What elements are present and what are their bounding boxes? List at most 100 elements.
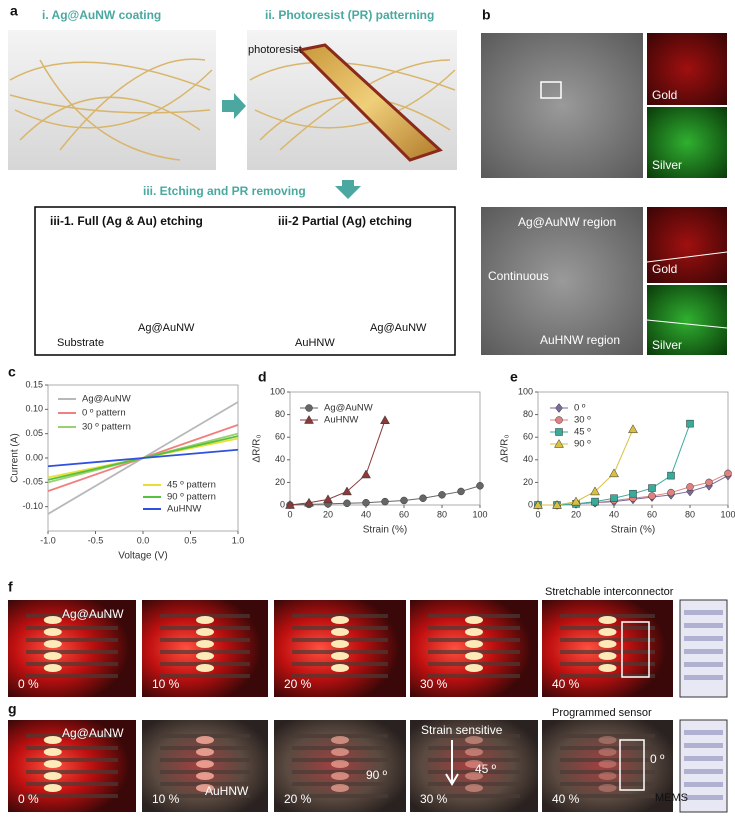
led (598, 736, 617, 744)
y-tick-label: -0.10 (22, 501, 43, 511)
strain-label: 20 % (284, 677, 312, 691)
x-tick-label: 80 (685, 509, 695, 519)
y-tick-label: 0.10 (25, 404, 43, 414)
x-tick-label: 60 (647, 509, 657, 519)
series-line (289, 420, 386, 506)
y-tick-label: 0 (280, 499, 285, 509)
strain-label: 10 % (152, 792, 180, 806)
led-bar (26, 626, 118, 630)
annotation: Ag@AuNW (138, 322, 195, 334)
legend-label: 0 º pattern (82, 408, 126, 419)
charts: -1.0 -0.5 0.0 0.5 1.0 -0.10 -0.05 0.00 0.05 0.10 0… (10, 379, 735, 561)
y-tick-label: 0.00 (25, 452, 43, 462)
led (43, 760, 62, 768)
led (598, 784, 617, 792)
led (598, 772, 617, 780)
x-tick-label: 80 (437, 509, 447, 519)
marker (686, 483, 694, 491)
legend-marker (555, 428, 563, 436)
annotation: Substrate (57, 337, 104, 349)
map-label: Silver (652, 338, 682, 352)
arrow (445, 740, 459, 786)
annotation: AuHNW (295, 337, 335, 349)
x-tick-label: 60 (399, 509, 409, 519)
step-title: ii. Photoresist (PR) patterning (265, 8, 434, 22)
photoresist-strip (296, 43, 443, 162)
marker (591, 497, 599, 506)
led-bar (292, 794, 388, 798)
marker (629, 489, 637, 498)
led-bar (26, 770, 118, 774)
x-tick-label: 40 (609, 509, 619, 519)
led-bar (26, 746, 118, 750)
led (43, 736, 62, 744)
trace (684, 782, 723, 787)
led-bar (26, 794, 118, 798)
photo-row: 0 % 10 % 20 % 30 % 40 % (8, 719, 728, 813)
panel-letter: g (8, 701, 17, 717)
marker (380, 415, 390, 424)
y-tick-label: 0.15 (25, 379, 43, 389)
led (43, 772, 62, 780)
led-bar (26, 638, 118, 642)
marker (362, 498, 370, 507)
led (331, 760, 349, 768)
highlight (619, 739, 645, 791)
led (465, 616, 483, 624)
marker (667, 471, 675, 480)
trace (684, 610, 723, 615)
led (598, 640, 617, 648)
led (465, 772, 483, 780)
y-tick-label: 0 (528, 499, 533, 509)
x-tick-label: -1.0 (40, 535, 56, 545)
x-axis-title: Voltage (V) (118, 551, 167, 562)
y-tick-label: 100 (270, 386, 285, 396)
photo (8, 30, 216, 170)
led-bar (560, 758, 655, 762)
marker (705, 478, 713, 487)
led (196, 760, 214, 768)
map-label: Gold (652, 88, 677, 102)
led (196, 664, 214, 672)
marker (571, 496, 581, 506)
marker (343, 499, 351, 508)
marker (438, 491, 446, 499)
led (196, 736, 214, 744)
panel-letter: e (510, 369, 518, 385)
marker (648, 484, 656, 492)
x-tick-label: 0.0 (137, 535, 150, 545)
legend-label: 90 º pattern (167, 492, 216, 503)
annotation: Ag@AuNW (370, 322, 427, 334)
led (43, 640, 62, 648)
trace (684, 756, 723, 761)
led-bar (160, 674, 250, 678)
x-tick-label: 100 (472, 509, 487, 519)
led (331, 784, 349, 792)
map-label: Gold (652, 262, 677, 276)
led-bar (292, 674, 388, 678)
plot-frame (289, 391, 481, 506)
led (196, 784, 214, 792)
led-bar (26, 758, 118, 762)
strain-label: 0 % (18, 677, 39, 691)
strain-label: 0 % (18, 792, 39, 806)
led (598, 628, 617, 636)
led (331, 664, 349, 672)
step-title: iii. Etching and PR removing (143, 184, 306, 198)
led-bar (560, 746, 655, 750)
trace (684, 743, 723, 748)
y-tick-label: 60 (275, 432, 285, 442)
led (43, 628, 62, 636)
led (331, 652, 349, 660)
panel-letter: c (8, 364, 16, 380)
marker (381, 497, 389, 506)
angle-label: 45 º (475, 762, 497, 776)
led (196, 772, 214, 780)
silver-map (647, 285, 727, 355)
legend-label: Ag@AuNW (82, 394, 131, 405)
gold-map (647, 33, 727, 105)
panel-letter: f (8, 579, 13, 595)
y-tick-label: 80 (275, 409, 285, 419)
y-tick-label: 80 (523, 409, 533, 419)
